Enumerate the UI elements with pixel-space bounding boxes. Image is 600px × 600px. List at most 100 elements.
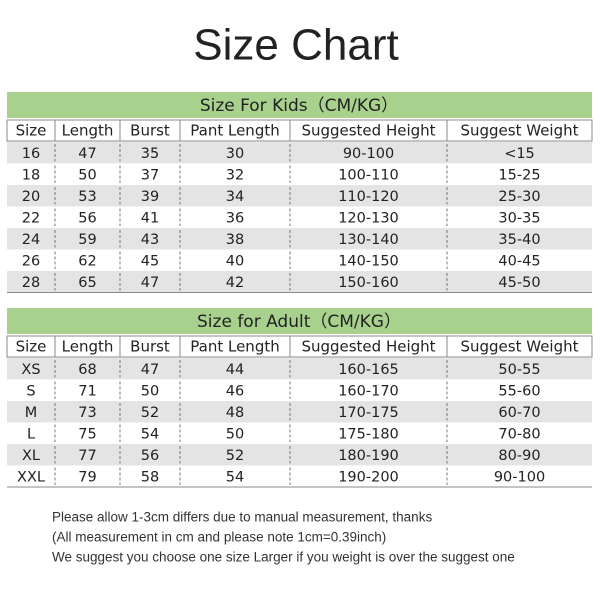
cell: 79 (78, 469, 96, 485)
cell: 35 (141, 146, 159, 162)
cell: 100-110 (338, 167, 399, 183)
cell: L (27, 426, 35, 442)
cell: 150-160 (338, 275, 399, 291)
column-header: Suggested Height (301, 122, 435, 140)
cell: 38 (226, 232, 244, 248)
cell: 160-170 (338, 383, 399, 399)
cell: 36 (226, 210, 244, 226)
table-row (7, 163, 592, 185)
table-band (7, 308, 592, 334)
table-row (7, 142, 592, 164)
table-row (7, 249, 592, 271)
cell: 175-180 (338, 426, 399, 442)
cell: 30-35 (498, 210, 540, 226)
cell: 34 (226, 189, 244, 205)
cell: 22 (22, 210, 40, 226)
cell: 80-90 (498, 448, 540, 464)
table-row (7, 271, 592, 293)
cell: 47 (78, 146, 96, 162)
cell: 28 (22, 275, 40, 291)
cell: 65 (78, 275, 96, 291)
cell: 58 (141, 469, 159, 485)
cell: 16 (22, 146, 40, 162)
cell: 75 (78, 426, 96, 442)
cell: 40 (226, 253, 244, 269)
cell: 48 (226, 405, 244, 421)
column-header: Suggested Height (301, 338, 435, 356)
cell: 90-100 (494, 469, 545, 485)
cell: S (26, 383, 35, 399)
cell: 140-150 (338, 253, 399, 269)
cell: 77 (78, 448, 96, 464)
cell: 44 (226, 362, 244, 378)
cell: 41 (141, 210, 159, 226)
header-row (6, 119, 593, 142)
table-row (7, 228, 592, 250)
cell: 130-140 (338, 232, 399, 248)
cell: 56 (78, 210, 96, 226)
cell: 15-25 (498, 167, 540, 183)
cell: 43 (141, 232, 159, 248)
cell: 73 (78, 405, 96, 421)
cell: 54 (141, 426, 159, 442)
cell: 50 (78, 167, 96, 183)
table-row (7, 185, 592, 207)
cell: 53 (78, 189, 96, 205)
cell: 110-120 (338, 189, 399, 205)
note: We suggest you choose one size Larger if… (52, 550, 515, 565)
cell: 50 (226, 426, 244, 442)
cell: 40-45 (498, 253, 540, 269)
page-title: Size Chart (193, 21, 398, 70)
table-row (7, 444, 592, 466)
cell: 68 (78, 362, 96, 378)
column-header: Burst (130, 338, 170, 356)
cell: 62 (78, 253, 96, 269)
column-header: Burst (130, 122, 170, 140)
cell: 170-175 (338, 405, 399, 421)
cell: 32 (226, 167, 244, 183)
cell: 20 (22, 189, 40, 205)
cell: XXL (17, 469, 45, 485)
table-band (7, 92, 592, 118)
cell: XL (22, 448, 40, 464)
cell: 46 (226, 383, 244, 399)
cell: 45 (141, 253, 159, 269)
cell: 54 (226, 469, 244, 485)
table-title: Size For Kids（CM/KG） (200, 96, 398, 116)
cell: 56 (141, 448, 159, 464)
cell: 59 (78, 232, 96, 248)
cell: 50 (141, 383, 159, 399)
table-row (7, 358, 592, 380)
cell: <15 (504, 146, 535, 162)
cell: 50-55 (498, 362, 540, 378)
cell: 60-70 (498, 405, 540, 421)
column-header: Size (16, 122, 47, 140)
cell: 120-130 (338, 210, 399, 226)
cell: 90-100 (343, 146, 394, 162)
cell: 37 (141, 167, 159, 183)
cell: 190-200 (338, 469, 399, 485)
table-row (7, 422, 592, 444)
cell: 55-60 (498, 383, 540, 399)
column-header: Size (16, 338, 47, 356)
cell: M (25, 405, 38, 421)
table-title: Size for Adult（CM/KG） (197, 312, 401, 332)
cell: 30 (226, 146, 244, 162)
column-header: Suggest Weight (460, 338, 578, 356)
cell: 35-40 (498, 232, 540, 248)
table-row (7, 206, 592, 228)
cell: 47 (141, 362, 159, 378)
cell: 52 (226, 448, 244, 464)
cell: 160-165 (338, 362, 399, 378)
cell: 52 (141, 405, 159, 421)
cell: 180-190 (338, 448, 399, 464)
column-header: Pant Length (190, 122, 279, 140)
cell: 71 (78, 383, 96, 399)
cell: 24 (22, 232, 40, 248)
table-row (7, 401, 592, 423)
cell: 47 (141, 275, 159, 291)
cell: 25-30 (498, 189, 540, 205)
table-row (7, 465, 592, 487)
column-header: Length (62, 122, 114, 140)
column-header: Suggest Weight (460, 122, 578, 140)
